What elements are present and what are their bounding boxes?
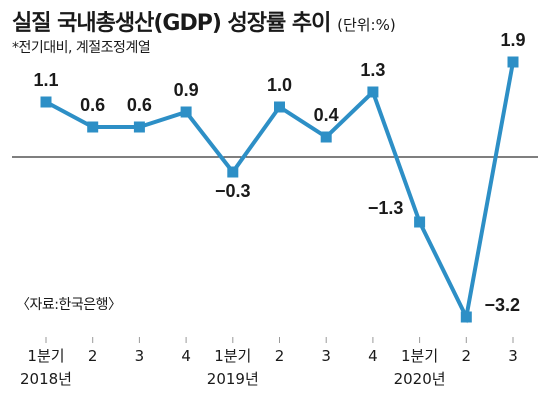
x-tick-label: 3	[508, 347, 518, 365]
data-point-marker	[507, 56, 519, 68]
year-label: 2018년	[20, 370, 72, 388]
x-tick-label: 1분기	[27, 347, 64, 365]
data-point-marker	[320, 131, 332, 143]
data-point-marker	[274, 101, 285, 113]
x-tick-label: 1분기	[401, 347, 438, 365]
data-point-marker	[180, 106, 192, 118]
data-point-marker	[40, 96, 52, 108]
series-line	[45, 61, 515, 324]
data-label: 1.9	[500, 30, 525, 50]
data-label: −3.2	[485, 295, 521, 315]
data-label: 0.6	[80, 95, 105, 115]
x-tick-label: 3	[135, 347, 145, 365]
x-tick-label: 4	[181, 347, 191, 365]
x-tick-label: 2	[275, 347, 285, 365]
data-label: 0.9	[174, 80, 199, 100]
year-label: 2019년	[207, 370, 259, 388]
data-point-marker	[227, 166, 239, 178]
x-tick-label: 3	[321, 347, 331, 365]
data-label: 1.1	[33, 70, 58, 90]
data-point-marker	[87, 121, 99, 133]
chart-subtitle: *전기대비, 계절조정계열	[12, 40, 151, 56]
data-label: −1.3	[368, 198, 404, 218]
data-point-marker	[133, 121, 145, 133]
chart-title: 실질 국내총생산(GDP) 성장률 추이 (단위:%)	[12, 5, 396, 37]
x-tick-label: 2	[88, 347, 98, 365]
data-label: 1.0	[267, 75, 292, 95]
data-point-marker	[460, 311, 472, 323]
unit-label: (단위:%)	[337, 16, 396, 34]
x-tick-label: 4	[368, 347, 378, 365]
data-label: 1.3	[360, 60, 385, 80]
data-label: 0.4	[314, 105, 339, 125]
x-tick-label: 1분기	[214, 347, 251, 365]
x-tick-label: 2	[462, 347, 472, 365]
data-label: −0.3	[215, 181, 251, 201]
data-point-marker	[367, 86, 379, 98]
year-label: 2020년	[394, 370, 446, 388]
data-label: 0.6	[127, 95, 152, 115]
source-note: 〈자료:한국은행〉	[16, 297, 122, 313]
data-point-marker	[414, 216, 426, 228]
chart-title-text: 실질 국내총생산(GDP) 성장률 추이	[12, 11, 331, 36]
